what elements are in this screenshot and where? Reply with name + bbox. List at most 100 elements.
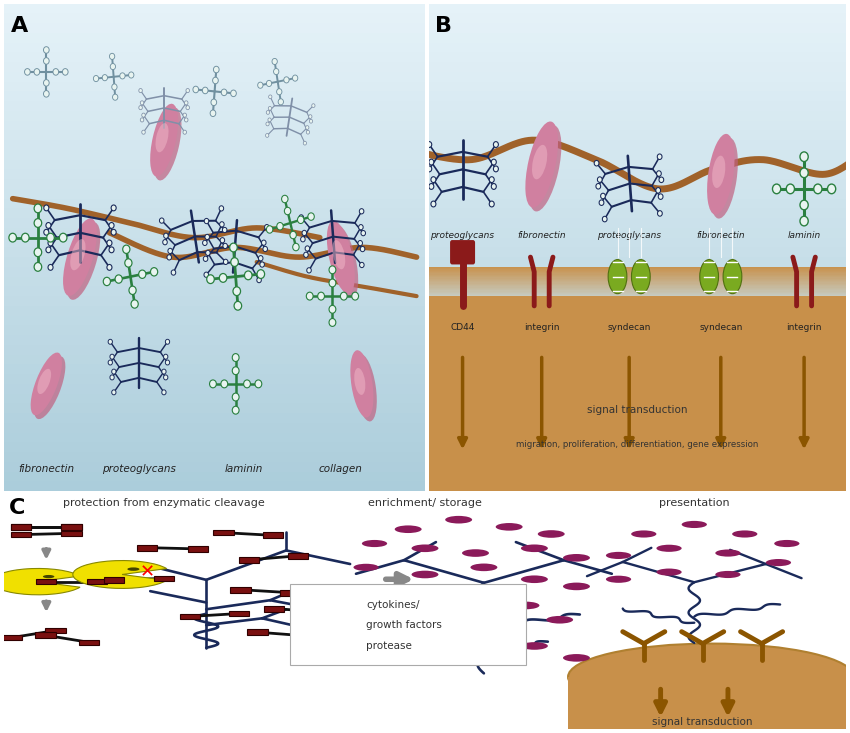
- Circle shape: [266, 81, 272, 86]
- Circle shape: [429, 183, 434, 189]
- Bar: [4, 228, 425, 237]
- Bar: [429, 248, 846, 257]
- Bar: [429, 284, 846, 285]
- Circle shape: [493, 166, 498, 172]
- Text: proteoglycans: proteoglycans: [102, 463, 176, 474]
- Circle shape: [606, 552, 632, 559]
- Circle shape: [454, 606, 480, 614]
- Circle shape: [281, 195, 288, 203]
- Circle shape: [596, 183, 601, 189]
- Circle shape: [139, 89, 142, 92]
- Circle shape: [361, 230, 366, 236]
- Circle shape: [292, 75, 298, 81]
- Circle shape: [48, 240, 53, 246]
- Circle shape: [312, 104, 315, 108]
- Bar: [429, 294, 846, 295]
- Bar: [429, 316, 846, 325]
- FancyBboxPatch shape: [154, 576, 174, 582]
- Circle shape: [212, 77, 218, 84]
- Circle shape: [233, 287, 241, 295]
- FancyBboxPatch shape: [298, 603, 317, 608]
- Text: proteoglycans: proteoglycans: [430, 231, 495, 240]
- Bar: [4, 482, 425, 491]
- Circle shape: [110, 64, 116, 70]
- FancyBboxPatch shape: [187, 548, 207, 553]
- Bar: [429, 302, 846, 303]
- Wedge shape: [305, 638, 357, 654]
- Bar: [4, 62, 425, 72]
- Circle shape: [111, 390, 116, 395]
- FancyBboxPatch shape: [231, 586, 252, 592]
- Circle shape: [632, 531, 656, 537]
- Bar: [429, 23, 846, 33]
- Bar: [4, 208, 425, 218]
- Circle shape: [606, 575, 632, 583]
- FancyBboxPatch shape: [11, 524, 31, 530]
- Ellipse shape: [723, 259, 742, 294]
- FancyBboxPatch shape: [11, 524, 31, 530]
- Circle shape: [142, 130, 145, 134]
- Circle shape: [163, 375, 167, 380]
- Circle shape: [470, 564, 497, 571]
- Circle shape: [656, 545, 682, 552]
- Circle shape: [656, 188, 660, 193]
- Ellipse shape: [608, 259, 627, 294]
- Bar: [429, 111, 846, 121]
- Bar: [429, 301, 846, 302]
- Ellipse shape: [66, 222, 100, 300]
- Bar: [429, 287, 846, 296]
- Circle shape: [46, 223, 51, 229]
- Circle shape: [493, 141, 498, 147]
- Bar: [429, 295, 846, 297]
- Circle shape: [272, 59, 277, 65]
- Circle shape: [431, 177, 436, 183]
- Circle shape: [318, 292, 325, 300]
- Bar: [429, 273, 846, 275]
- Circle shape: [111, 84, 117, 90]
- Circle shape: [716, 550, 740, 556]
- Bar: [4, 72, 425, 81]
- Circle shape: [340, 292, 347, 300]
- Bar: [429, 335, 846, 345]
- Bar: [429, 452, 846, 462]
- Text: fibronectin: fibronectin: [518, 231, 566, 240]
- Circle shape: [219, 221, 224, 227]
- Circle shape: [245, 271, 252, 280]
- Circle shape: [258, 82, 263, 88]
- Text: protection from enzymatic cleavage: protection from enzymatic cleavage: [63, 498, 265, 508]
- Circle shape: [773, 184, 781, 194]
- Circle shape: [462, 549, 489, 557]
- Circle shape: [292, 243, 299, 251]
- Circle shape: [140, 101, 144, 105]
- FancyBboxPatch shape: [230, 614, 250, 619]
- Bar: [4, 43, 425, 53]
- Circle shape: [266, 226, 273, 233]
- Circle shape: [108, 360, 112, 365]
- Bar: [429, 306, 846, 316]
- Circle shape: [360, 246, 365, 251]
- Bar: [429, 281, 846, 282]
- Bar: [429, 179, 846, 189]
- Bar: [4, 364, 425, 374]
- Bar: [429, 298, 846, 299]
- Ellipse shape: [525, 122, 558, 207]
- Circle shape: [108, 339, 112, 345]
- Bar: [429, 208, 846, 218]
- Circle shape: [277, 223, 283, 230]
- FancyBboxPatch shape: [61, 524, 82, 530]
- Bar: [429, 92, 846, 101]
- Bar: [4, 335, 425, 345]
- Circle shape: [219, 206, 224, 211]
- Circle shape: [658, 194, 663, 199]
- Bar: [429, 442, 846, 452]
- Circle shape: [43, 58, 49, 65]
- Circle shape: [336, 642, 342, 644]
- Circle shape: [307, 268, 311, 273]
- Circle shape: [827, 184, 836, 194]
- Circle shape: [107, 265, 112, 270]
- Bar: [4, 13, 425, 23]
- Text: integrin: integrin: [786, 323, 822, 332]
- Circle shape: [800, 200, 808, 210]
- Bar: [4, 462, 425, 471]
- Circle shape: [257, 278, 261, 283]
